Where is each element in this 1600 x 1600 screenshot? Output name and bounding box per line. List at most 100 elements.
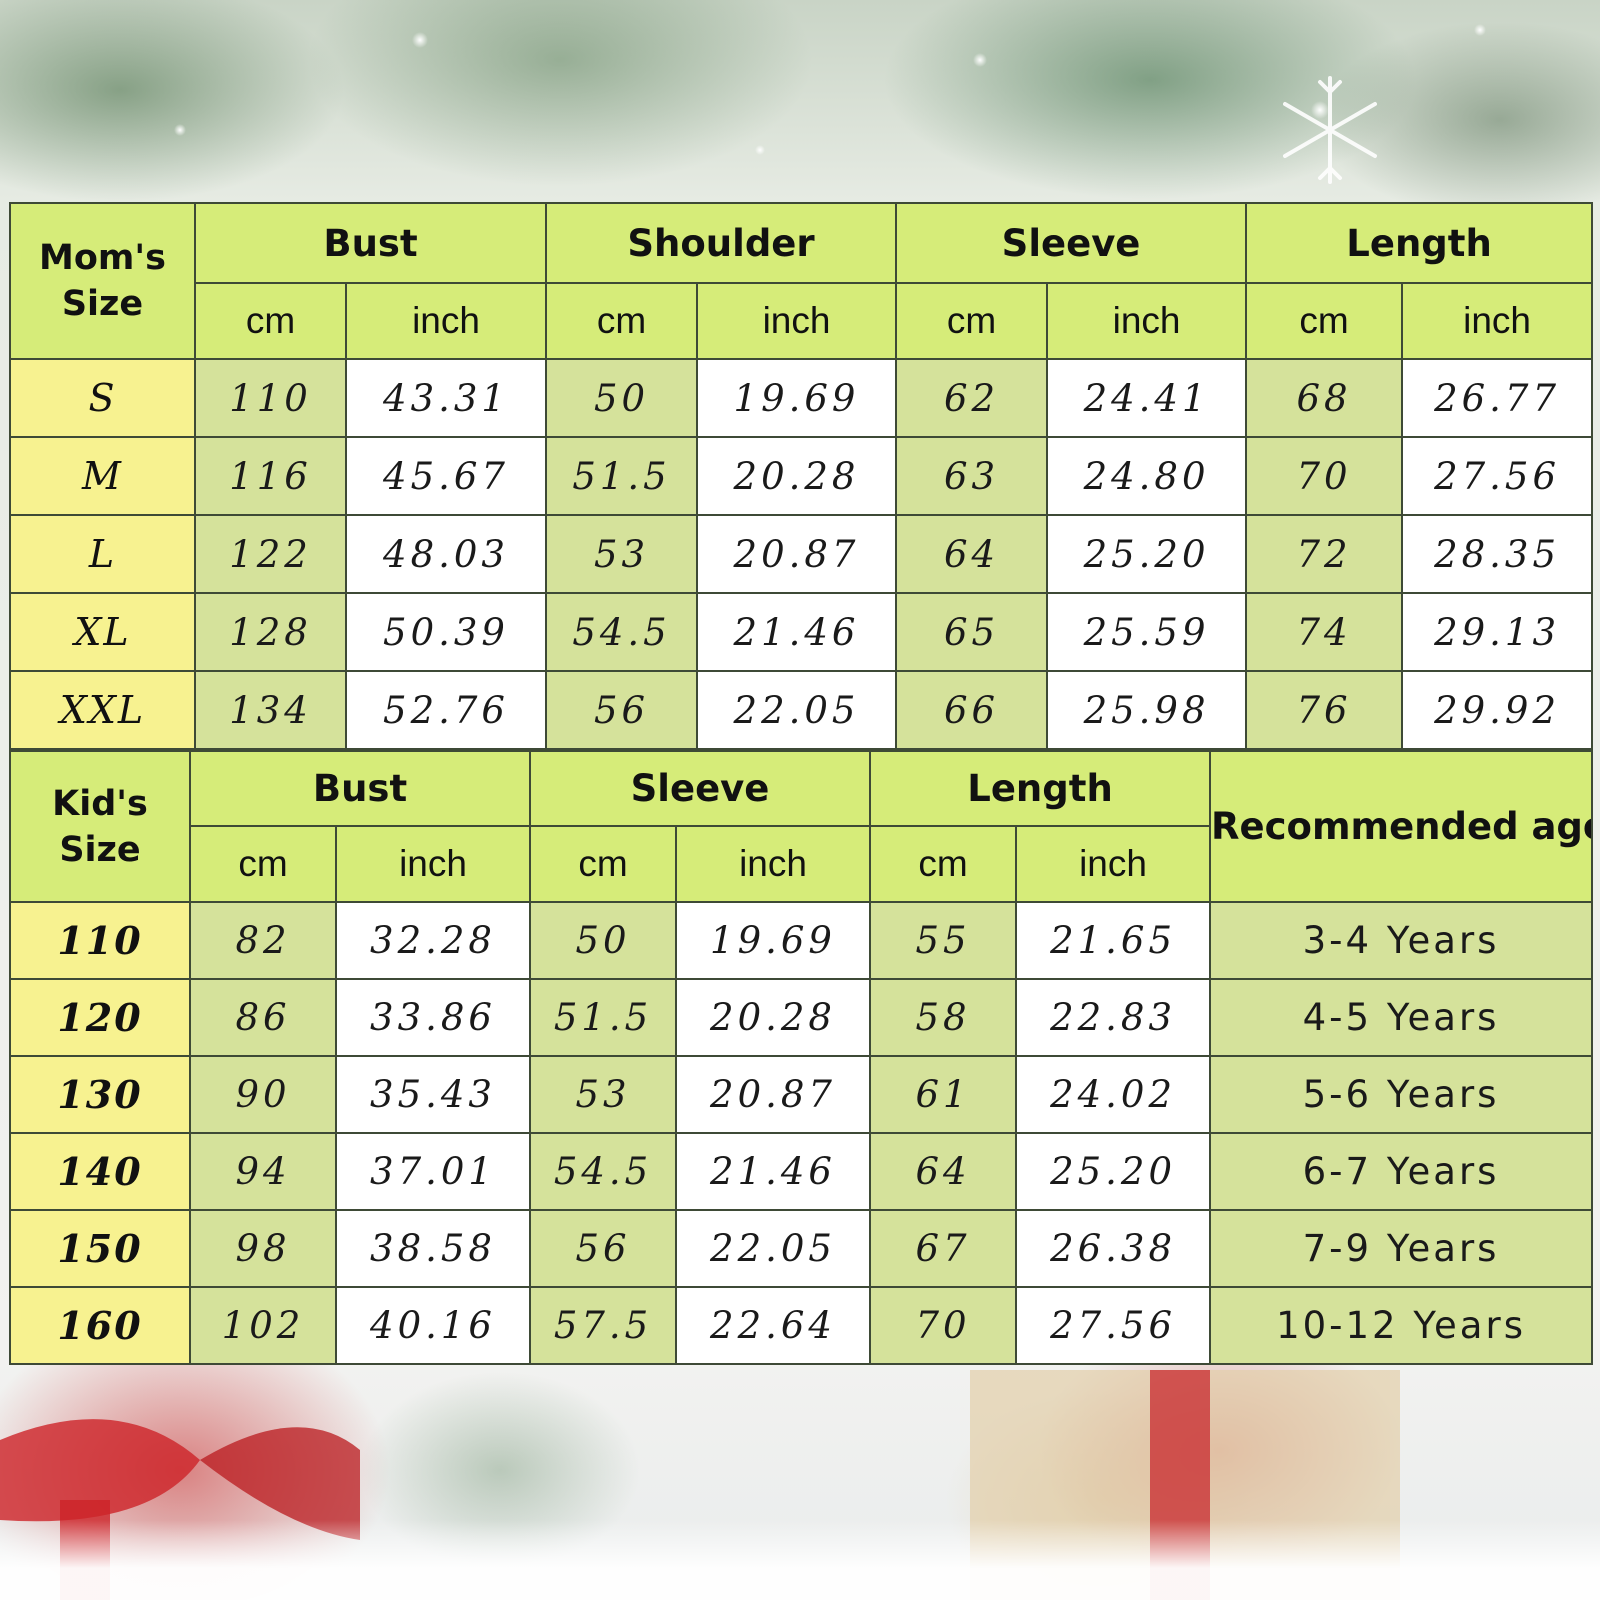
size-label: 120 <box>9 978 191 1057</box>
mom-group-header-row: Mom's Size Bust Shoulder Sleeve Length <box>9 202 1594 360</box>
kid-size-table: Kid's Size Bust Sleeve Length Recommende… <box>9 750 1594 1365</box>
length-inch: 29.92 <box>1401 670 1594 750</box>
table-row: 160 102 40.16 57.5 22.64 70 27.56 10-12 … <box>9 1286 1594 1365</box>
size-label: S <box>9 358 196 438</box>
sleeve-inch: 20.87 <box>675 1055 872 1134</box>
bust-cm: 82 <box>189 901 337 980</box>
size-label: XXL <box>9 670 196 750</box>
bust-cm: 128 <box>194 592 347 672</box>
mom-size-table: Mom's Size Bust Shoulder Sleeve Length c… <box>9 202 1594 750</box>
bust-cm: 116 <box>194 436 347 516</box>
falling-snow <box>0 0 1600 200</box>
unit-inch: inch <box>334 825 532 903</box>
unit-cm: cm <box>189 825 337 903</box>
recommended-age: 4-5 Years <box>1209 978 1594 1057</box>
bust-inch: 50.39 <box>344 592 548 672</box>
mom-length-header: Length <box>1245 202 1594 284</box>
bust-inch: 35.43 <box>334 1055 532 1134</box>
length-inch: 27.56 <box>1401 436 1594 516</box>
length-cm: 68 <box>1245 358 1404 438</box>
unit-cm: cm <box>869 825 1018 903</box>
table-row: XL 128 50.39 54.5 21.46 65 25.59 74 29.1… <box>9 592 1594 672</box>
recommended-age: 10-12 Years <box>1209 1286 1594 1365</box>
unit-inch: inch <box>344 282 548 360</box>
sleeve-inch: 25.20 <box>1046 514 1248 594</box>
mom-size-header: Mom's Size <box>9 202 196 360</box>
length-cm: 55 <box>869 901 1018 980</box>
recommended-age: 3-4 Years <box>1209 901 1594 980</box>
bust-cm: 98 <box>189 1209 337 1288</box>
sleeve-inch: 20.28 <box>675 978 872 1057</box>
unit-cm: cm <box>895 282 1049 360</box>
sleeve-inch: 24.41 <box>1046 358 1248 438</box>
sleeve-cm: 64 <box>895 514 1049 594</box>
shoulder-inch: 21.46 <box>696 592 898 672</box>
length-cm: 67 <box>869 1209 1018 1288</box>
length-cm: 58 <box>869 978 1018 1057</box>
shoulder-cm: 56 <box>545 670 699 750</box>
sleeve-cm: 66 <box>895 670 1049 750</box>
bust-inch: 33.86 <box>334 978 532 1057</box>
length-inch: 29.13 <box>1401 592 1594 672</box>
length-inch: 28.35 <box>1401 514 1594 594</box>
unit-cm: cm <box>529 825 678 903</box>
sleeve-cm: 63 <box>895 436 1049 516</box>
bust-cm: 102 <box>189 1286 337 1365</box>
length-inch: 22.83 <box>1015 978 1212 1057</box>
sleeve-cm: 50 <box>529 901 678 980</box>
size-label: L <box>9 514 196 594</box>
size-label: 140 <box>9 1132 191 1211</box>
length-inch: 24.02 <box>1015 1055 1212 1134</box>
sleeve-cm: 65 <box>895 592 1049 672</box>
kid-size-header: Kid's Size <box>9 750 191 903</box>
bust-inch: 40.16 <box>334 1286 532 1365</box>
bust-cm: 134 <box>194 670 347 750</box>
sleeve-inch: 21.46 <box>675 1132 872 1211</box>
shoulder-cm: 54.5 <box>545 592 699 672</box>
shoulder-inch: 22.05 <box>696 670 898 750</box>
length-cm: 76 <box>1245 670 1404 750</box>
unit-inch: inch <box>1046 282 1248 360</box>
size-label: 150 <box>9 1209 191 1288</box>
bust-inch: 32.28 <box>334 901 532 980</box>
sleeve-cm: 57.5 <box>529 1286 678 1365</box>
bust-cm: 94 <box>189 1132 337 1211</box>
bust-inch: 45.67 <box>344 436 548 516</box>
bust-inch: 43.31 <box>344 358 548 438</box>
length-inch: 27.56 <box>1015 1286 1212 1365</box>
shoulder-inch: 20.28 <box>696 436 898 516</box>
kid-length-header: Length <box>869 750 1212 827</box>
table-row: S 110 43.31 50 19.69 62 24.41 68 26.77 <box>9 358 1594 438</box>
kid-group-header-row: Kid's Size Bust Sleeve Length Recommende… <box>9 750 1594 903</box>
snow-ground <box>0 1520 1600 1600</box>
bust-cm: 122 <box>194 514 347 594</box>
kid-unit-header-row: cm inch cm inch cm inch <box>10 825 1592 903</box>
snowflake-icon <box>1283 76 1377 184</box>
length-cm: 70 <box>869 1286 1018 1365</box>
bust-cm: 110 <box>194 358 347 438</box>
unit-inch: inch <box>1401 282 1594 360</box>
unit-inch: inch <box>696 282 898 360</box>
bust-inch: 38.58 <box>334 1209 532 1288</box>
shoulder-inch: 20.87 <box>696 514 898 594</box>
sleeve-cm: 62 <box>895 358 1049 438</box>
unit-cm: cm <box>1245 282 1404 360</box>
sleeve-cm: 53 <box>529 1055 678 1134</box>
recommended-age: 7-9 Years <box>1209 1209 1594 1288</box>
mom-shoulder-header: Shoulder <box>545 202 898 284</box>
size-label: XL <box>9 592 196 672</box>
sleeve-inch: 19.69 <box>675 901 872 980</box>
table-row: 140 94 37.01 54.5 21.46 64 25.20 6-7 Yea… <box>9 1132 1594 1211</box>
length-cm: 61 <box>869 1055 1018 1134</box>
bust-cm: 86 <box>189 978 337 1057</box>
sleeve-inch: 25.98 <box>1046 670 1248 750</box>
sleeve-inch: 24.80 <box>1046 436 1248 516</box>
unit-cm: cm <box>194 282 347 360</box>
length-cm: 72 <box>1245 514 1404 594</box>
unit-cm: cm <box>545 282 699 360</box>
recommended-age-header: Recommended age <box>1209 750 1594 903</box>
length-inch: 26.38 <box>1015 1209 1212 1288</box>
table-row: M 116 45.67 51.5 20.28 63 24.80 70 27.56 <box>9 436 1594 516</box>
length-inch: 25.20 <box>1015 1132 1212 1211</box>
kid-sleeve-header: Sleeve <box>529 750 872 827</box>
